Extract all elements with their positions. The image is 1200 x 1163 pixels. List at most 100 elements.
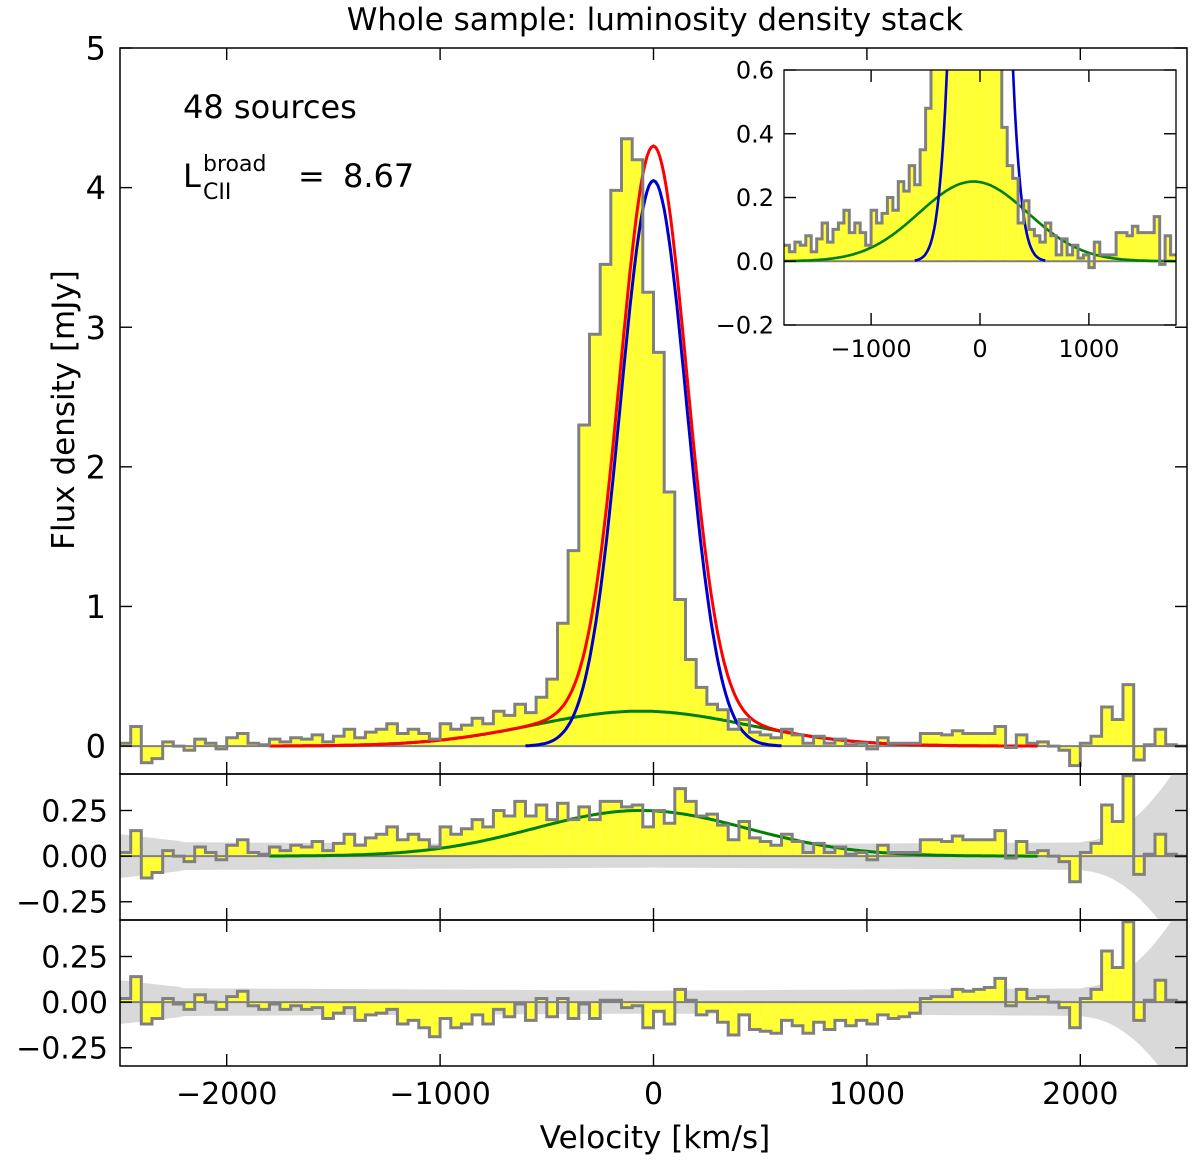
broad-residual-fill-bin [770, 845, 782, 857]
main-ytick-label: 5 [86, 30, 106, 68]
main-ytick-label: 2 [86, 448, 106, 486]
total-residual-fill-bin [301, 1002, 313, 1010]
spectrum-fill-bin [642, 292, 654, 747]
broad-residual-fill-bin [632, 805, 643, 857]
broad-residual-fill-bin [984, 839, 995, 857]
inset-fill-bin [1050, 235, 1057, 262]
inset-fill-bin [903, 191, 910, 262]
total-residual-noise-band [120, 920, 1187, 1066]
spectrum-fill-bin [749, 732, 761, 747]
spectrum-fill-bin [674, 599, 686, 747]
total-residual-fill-bin [365, 1002, 377, 1015]
broad-residual-fill-bin [738, 821, 750, 857]
total-residual-ytick-label: 0.00 [41, 986, 108, 1021]
inset-fill-bin [854, 223, 861, 262]
broad-residual-fill-bin [1122, 775, 1134, 857]
broad-residual-fill-bin [930, 839, 942, 857]
spectrum-fill-bin [632, 159, 643, 747]
total-residual-fill-bin [258, 1002, 270, 1010]
total-residual-fill-bin [1069, 1002, 1081, 1028]
broad-residual-fill-bin [994, 830, 1006, 857]
broad-residual-fill-bin [322, 850, 334, 857]
total-residual-fill-bin [1154, 980, 1166, 1003]
inset-ytick-label: 0.4 [736, 120, 774, 148]
spectrum-fill-bin [1122, 684, 1134, 747]
total-residual-fill-bin [333, 1002, 345, 1014]
broad-residual-fill-bin [216, 856, 227, 860]
inset-fill-bin [882, 213, 888, 262]
spectrum-fill-bin [610, 190, 622, 747]
total-residual-fill-bin [1005, 1002, 1017, 1006]
broad-residual-fill-bin [1080, 852, 1091, 857]
spectrum-fill-bin [1058, 746, 1070, 751]
inset-fill-bin [822, 223, 828, 262]
total-residual-fill-bin [280, 1002, 291, 1010]
spectrum-fill-bin [930, 733, 942, 747]
broad-residual-fill-bin [973, 839, 985, 857]
spectrum-fill-bin [920, 733, 931, 747]
broad-residual-fill-bin [941, 841, 953, 857]
total-residual-fill-bin [429, 1002, 441, 1037]
broad-residual-fill-bin [728, 839, 739, 857]
broad-residual-fill-bin [344, 834, 355, 857]
broad-residual-fill-bin [578, 806, 590, 857]
total-residual-fill-bin [290, 1002, 302, 1006]
spectrum-fill-bin [781, 729, 793, 747]
total-residual-fill-bin [120, 998, 131, 1003]
total-residual-fill-bin [930, 996, 942, 1003]
broad-residual-fill-bin [557, 803, 569, 857]
inset-fill-bin [789, 251, 795, 262]
total-residual-fill-bin [408, 1002, 419, 1021]
inset-fill-bin [931, 70, 937, 262]
total-residual-fill-bin [653, 1002, 665, 1012]
broad-residual-steps [120, 774, 1187, 884]
total-residual-plot-area [120, 920, 1187, 1066]
spectrum-fill-bin [354, 737, 366, 747]
spectrum-fill-bin [813, 736, 825, 747]
total-residual-fill-bin [546, 1002, 558, 1017]
inset-fill-bin [827, 242, 833, 262]
spectrum-fill-bin [472, 718, 483, 747]
lum-label-eq: = [298, 157, 325, 195]
broad-residual-fill-bin [1026, 852, 1038, 857]
broad-residual-fill-bin [290, 845, 302, 857]
total-residual-fill-bin [162, 998, 174, 1003]
inset-fill-bin [1127, 235, 1133, 262]
total-residual-fill-bin [749, 1002, 761, 1030]
total-residual-fill-bin [141, 1002, 153, 1025]
inset-fill-bin [963, 70, 970, 262]
broad-residual-fill-bin [333, 843, 345, 857]
total-residual-fill-bin [941, 996, 953, 1003]
chart-title: Whole sample: luminosity density stack [347, 2, 963, 38]
broad-residual-fill-bin [1112, 821, 1123, 857]
spectrum-fill-bin [706, 704, 718, 747]
broad-residual-fill-bin [354, 845, 366, 857]
broad-residual-fill-bin [1069, 856, 1081, 882]
broad-residual-fill-bin [482, 826, 494, 857]
broad-residual-fill-bin [706, 814, 718, 857]
broad-residual-fill-bin [813, 843, 825, 857]
total-residual-fill-bin [696, 1002, 707, 1015]
total-residual-fill-bin [376, 1002, 387, 1014]
inset-fill-bin [1072, 245, 1078, 262]
total-residual-fill-bin [898, 1002, 910, 1017]
inset-fill-bin [871, 210, 877, 262]
inset-fill-bin [985, 70, 991, 262]
spectrum-fill-bin [877, 737, 889, 747]
total-residual-fill-bin [216, 1002, 227, 1010]
broad-residual-fill-bin [920, 839, 931, 857]
total-residual-fill-bin [248, 1002, 259, 1006]
spectrum-fill-bin [760, 734, 771, 747]
inset-fill-bin [1116, 232, 1122, 262]
broad-residual-fill-bin [1058, 856, 1070, 862]
spectrum-fill-bin [984, 733, 995, 747]
inset-fill-bin [1132, 226, 1138, 262]
broad-residual-fill-bin [866, 856, 878, 860]
total-residual-fill-bin [760, 1002, 771, 1032]
spectrum-fill-bin [994, 726, 1006, 747]
spectrum-fill-bin [1133, 746, 1145, 761]
total-residual-fill-bin [706, 1002, 718, 1012]
total-residual-fill-bin [418, 1002, 430, 1028]
spectrum-fill-bin [440, 723, 451, 747]
